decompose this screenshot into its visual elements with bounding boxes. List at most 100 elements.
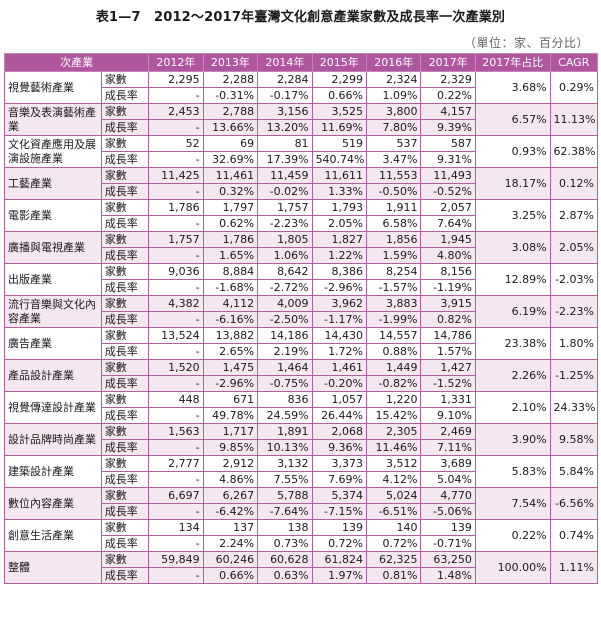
industry-name-cell: 產品設計產業 [4, 359, 102, 392]
count-cell: 4,382 [148, 295, 204, 312]
metric-label-count: 家數 [100, 519, 150, 536]
growth-cell: 4.86% [202, 471, 259, 488]
growth-cell: -2.50% [257, 311, 313, 328]
header-year-2013: 2013年 [202, 53, 259, 72]
growth-cell: 0.72% [366, 535, 422, 552]
count-cell: 2,777 [148, 455, 204, 472]
growth-cell: - [148, 119, 204, 136]
industry-name-cell: 流行音樂與文化內容產業 [4, 295, 102, 328]
cagr-cell: 1.11% [549, 551, 599, 584]
share-cell: 0.93% [474, 135, 551, 168]
count-cell: 11,611 [311, 167, 368, 184]
count-cell: 13,524 [148, 327, 204, 344]
growth-cell: -0.82% [366, 375, 422, 392]
count-cell: 2,288 [202, 71, 259, 88]
growth-cell: 9.85% [202, 439, 259, 456]
table-row-count: 視覺傳達設計產業 家數 448 671 836 1,057 1,220 1,331 2.10% 2… [4, 391, 599, 424]
count-cell: 62,325 [366, 551, 422, 568]
growth-cell: 1.72% [311, 343, 368, 360]
count-cell: 2,284 [257, 71, 313, 88]
count-cell: 6,267 [202, 487, 259, 504]
table-row-count: 文化資產應用及展演設施產業 家數 52 69 81 519 537 587 0.93% 62.38… [4, 135, 599, 168]
count-cell: 5,788 [257, 487, 313, 504]
industry-table: 次產業 2012年 2013年 2014年 2015年 2016年 2017年 … [3, 53, 599, 584]
metric-label-growth: 成長率 [100, 119, 150, 136]
count-cell: 14,430 [311, 327, 368, 344]
count-cell: 11,459 [257, 167, 313, 184]
growth-cell: 49.78% [202, 407, 259, 424]
count-cell: 537 [366, 135, 422, 152]
count-cell: 63,250 [420, 551, 476, 568]
count-cell: 9,036 [148, 263, 204, 280]
growth-cell: -1.68% [202, 279, 259, 296]
unit-note: （單位：家、百分比） [463, 36, 589, 50]
growth-cell: 0.63% [257, 567, 313, 584]
growth-cell: 1.48% [420, 567, 476, 584]
growth-cell: -0.52% [420, 183, 476, 200]
table-body: 視覺藝術產業 家數 2,295 2,288 2,284 2,299 2,324 2,329 3.… [4, 71, 599, 584]
metric-label-growth: 成長率 [100, 439, 150, 456]
industry-name-cell: 視覺藝術產業 [4, 71, 102, 104]
metric-label-growth: 成長率 [100, 471, 150, 488]
table-row-count: 整體 家數 59,849 60,246 60,628 61,824 62,325 63,250… [4, 551, 599, 584]
growth-cell: 15.42% [366, 407, 422, 424]
growth-cell: -0.50% [366, 183, 422, 200]
share-cell: 6.57% [474, 103, 551, 136]
header-share-2017: 2017年占比 [474, 53, 551, 72]
growth-cell: 0.88% [366, 343, 422, 360]
growth-cell: 11.69% [311, 119, 368, 136]
growth-cell: 4.80% [420, 247, 476, 264]
count-cell: 60,246 [202, 551, 259, 568]
share-cell: 12.89% [474, 263, 551, 296]
industry-name-cell: 出版產業 [4, 263, 102, 296]
growth-cell: - [148, 215, 204, 232]
growth-cell: -2.72% [257, 279, 313, 296]
count-cell: 2,057 [420, 199, 476, 216]
share-cell: 18.17% [474, 167, 551, 200]
growth-cell: -0.71% [420, 535, 476, 552]
growth-cell: - [148, 343, 204, 360]
count-cell: 1,805 [257, 231, 313, 248]
count-cell: 6,697 [148, 487, 204, 504]
count-cell: 2,329 [420, 71, 476, 88]
growth-cell: - [148, 183, 204, 200]
metric-label-count: 家數 [100, 327, 150, 344]
growth-cell: - [148, 471, 204, 488]
growth-cell: -2.96% [202, 375, 259, 392]
industry-name-cell: 廣告產業 [4, 327, 102, 360]
industry-name-cell: 音樂及表演藝術產業 [4, 103, 102, 136]
growth-cell: 6.58% [366, 215, 422, 232]
growth-cell: -6.42% [202, 503, 259, 520]
metric-label-growth: 成長率 [100, 503, 150, 520]
growth-cell: 9.39% [420, 119, 476, 136]
table-row-count: 電影產業 家數 1,786 1,797 1,757 1,793 1,911 2,057 3.25… [4, 199, 599, 232]
count-cell: 1,057 [311, 391, 368, 408]
header-row: 次產業 2012年 2013年 2014年 2015年 2016年 2017年 … [3, 53, 599, 72]
growth-cell: 26.44% [311, 407, 368, 424]
table-row-growth: 成長率 - -1.68% -2.72% -2.96% -1.57% -1.19% [5, 279, 598, 296]
growth-cell: - [148, 407, 204, 424]
growth-cell: -6.51% [366, 503, 422, 520]
count-cell: 2,453 [148, 103, 204, 120]
count-cell: 3,915 [420, 295, 476, 312]
metric-label-growth: 成長率 [100, 311, 150, 328]
count-cell: 3,156 [257, 103, 313, 120]
growth-cell: 13.66% [202, 119, 259, 136]
count-cell: 2,299 [311, 71, 368, 88]
growth-cell: 3.47% [366, 151, 422, 168]
growth-cell: 1.22% [311, 247, 368, 264]
growth-cell: 0.66% [311, 87, 368, 104]
share-cell: 7.54% [474, 487, 551, 520]
metric-label-growth: 成長率 [100, 535, 150, 552]
metric-label-count: 家數 [100, 231, 150, 248]
share-cell: 2.10% [474, 391, 551, 424]
share-cell: 6.19% [474, 295, 551, 328]
count-cell: 139 [420, 519, 476, 536]
count-cell: 4,770 [420, 487, 476, 504]
count-cell: 1,461 [311, 359, 368, 376]
count-cell: 1,220 [366, 391, 422, 408]
count-cell: 1,786 [202, 231, 259, 248]
header-year-2014: 2014年 [257, 53, 313, 72]
cagr-cell: 62.38% [549, 135, 599, 168]
count-cell: 4,009 [257, 295, 313, 312]
